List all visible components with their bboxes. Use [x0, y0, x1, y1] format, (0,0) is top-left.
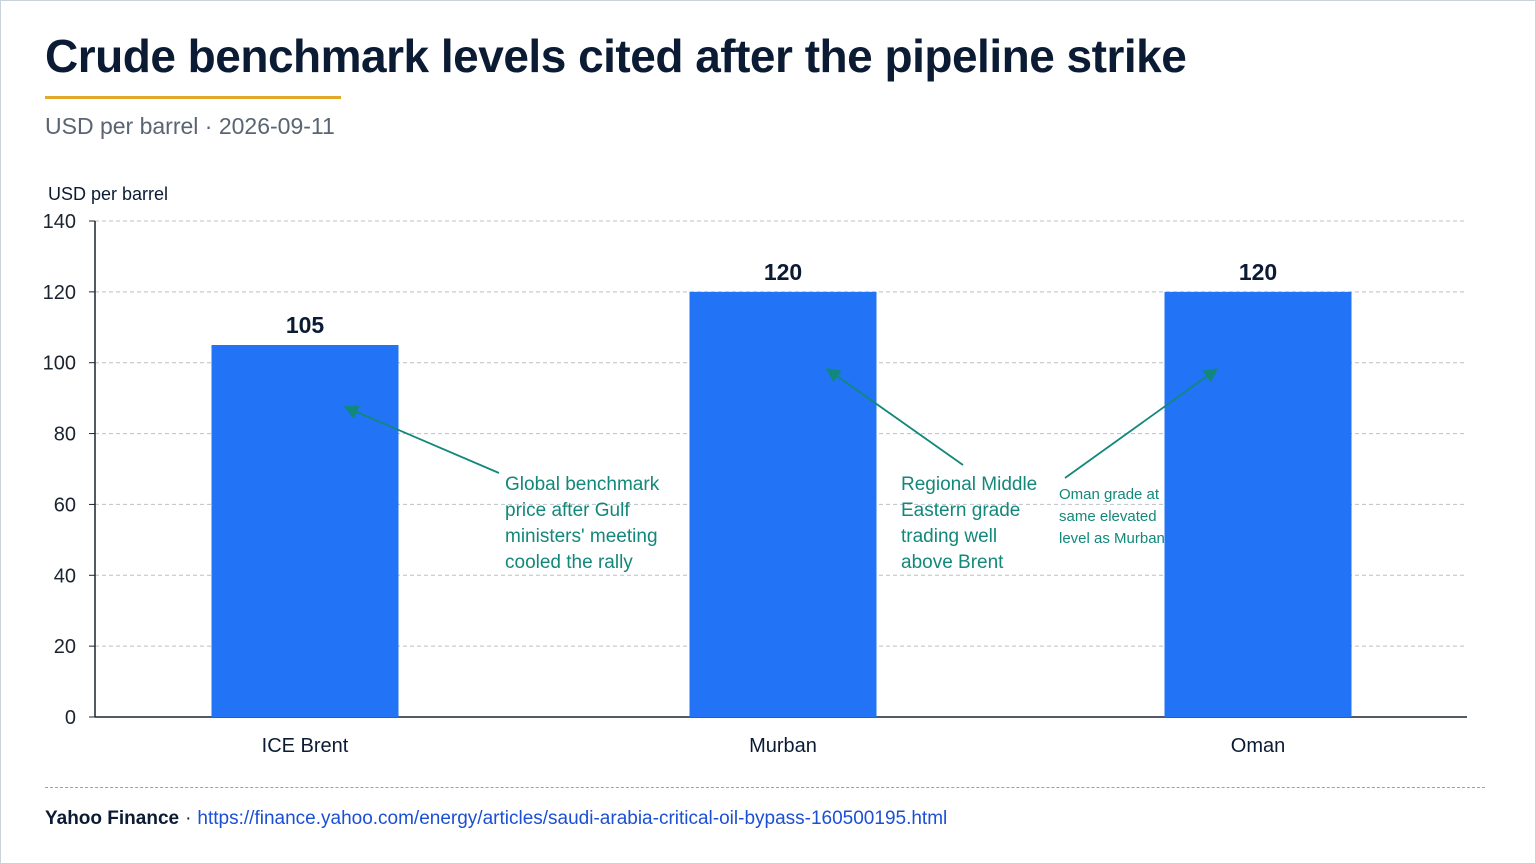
data-label: 120 — [764, 259, 802, 285]
y-tick-label: 140 — [43, 211, 76, 233]
annotation-text: cooled the rally — [505, 552, 633, 573]
x-tick-label: Oman — [1231, 735, 1285, 757]
bar-chart: USD per barrel 0 20 40 60 80 100 120 140 105 ICE B… — [43, 184, 1467, 757]
annotation-text: same elevated — [1059, 508, 1157, 525]
y-axis-title: USD per barrel — [48, 184, 168, 204]
footer: Yahoo Finance · https://finance.yahoo.com/… — [45, 808, 947, 830]
annotation-arrow — [825, 368, 964, 466]
annotation-text: Regional Middle — [901, 474, 1037, 495]
page-title: Crude benchmark levels cited after the p… — [45, 30, 1187, 82]
y-tick-label: 40 — [54, 565, 76, 587]
page-subtitle: USD per barrel · 2026-09-11 — [45, 113, 335, 139]
source-name: Yahoo Finance — [45, 808, 180, 829]
y-tick-label: 80 — [54, 424, 76, 446]
annotation-text: Eastern grade — [901, 500, 1020, 521]
bar-murban — [689, 291, 877, 717]
title-underline — [45, 96, 341, 99]
data-label: 120 — [1239, 259, 1277, 285]
footer-divider — [45, 787, 1485, 788]
y-tick-label: 120 — [43, 282, 76, 304]
source-link[interactable]: https://finance.yahoo.com/energy/article… — [197, 808, 948, 829]
annotation-text: level as Murban — [1059, 530, 1165, 547]
y-tick-label: 0 — [65, 707, 76, 729]
annotation-text: above Brent — [901, 552, 1004, 573]
y-tick-label: 20 — [54, 636, 76, 658]
annotation-arrow — [1064, 368, 1219, 479]
x-tick-label: ICE Brent — [262, 735, 349, 757]
annotation-arrow — [343, 405, 500, 474]
annotation-text: ministers' meeting — [505, 526, 658, 547]
data-label: 105 — [286, 312, 325, 338]
annotation-text: price after Gulf — [505, 500, 630, 521]
footer-separator: · — [185, 808, 192, 829]
bar-oman — [1164, 291, 1352, 717]
annotation-text: Global benchmark — [505, 474, 660, 495]
y-tick-label: 100 — [43, 353, 76, 375]
annotation-text: Oman grade at — [1059, 486, 1160, 503]
x-tick-label: Murban — [749, 735, 817, 757]
y-tick-label: 60 — [54, 494, 76, 516]
annotation-text: trading well — [901, 526, 997, 547]
bar-ice-brent — [211, 345, 399, 717]
